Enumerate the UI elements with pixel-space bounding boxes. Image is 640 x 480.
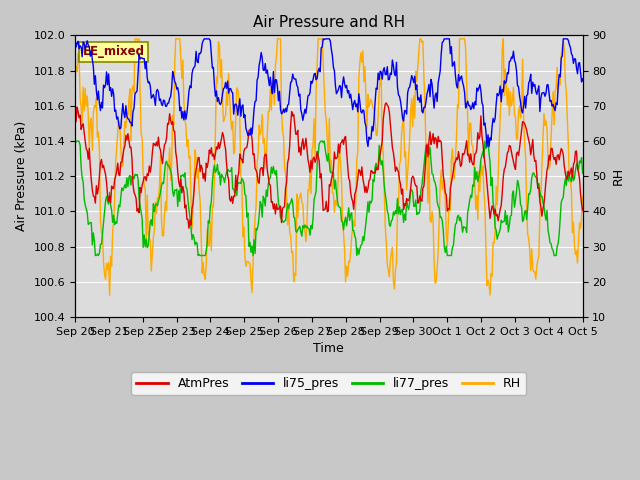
Line: li75_pres: li75_pres [75,39,582,147]
AtmPres [568,175,576,180]
li75_pres [316,65,323,71]
AtmPres [489,205,497,211]
li77_pres [579,170,586,176]
Line: li77_pres: li77_pres [75,141,582,255]
AtmPres [313,149,321,155]
RH [375,87,383,93]
li77_pres [374,166,382,172]
AtmPres [71,107,79,112]
RH [317,36,325,42]
X-axis label: Time: Time [314,342,344,356]
li77_pres [92,252,99,258]
RH [314,36,322,42]
Legend: AtmPres, li75_pres, li77_pres, RH: AtmPres, li75_pres, li77_pres, RH [131,372,526,396]
RH [489,240,497,245]
li75_pres [568,51,575,57]
Y-axis label: Air Pressure (kPa): Air Pressure (kPa) [15,121,28,231]
RH [106,292,113,298]
li75_pres [579,76,586,82]
li77_pres [347,212,355,217]
li77_pres [488,175,496,180]
RH [348,233,356,239]
li77_pres [568,179,575,185]
li77_pres [313,161,321,167]
Title: Air Pressure and RH: Air Pressure and RH [253,15,405,30]
AtmPres [347,190,355,195]
Text: EE_mixed: EE_mixed [83,45,145,58]
RH [131,36,139,42]
AtmPres [185,225,193,231]
AtmPres [316,175,324,181]
li77_pres [71,138,79,144]
Line: AtmPres: AtmPres [75,103,582,228]
Y-axis label: RH: RH [612,167,625,185]
li75_pres [312,77,320,83]
AtmPres [579,207,586,213]
li75_pres [483,144,491,150]
li75_pres [373,86,381,92]
RH [568,230,576,236]
RH [579,193,586,199]
RH [71,74,79,80]
AtmPres [383,100,390,106]
li75_pres [346,95,353,101]
Line: RH: RH [75,39,582,295]
li75_pres [488,124,496,130]
AtmPres [374,167,382,172]
li77_pres [316,139,324,145]
li75_pres [71,36,79,42]
